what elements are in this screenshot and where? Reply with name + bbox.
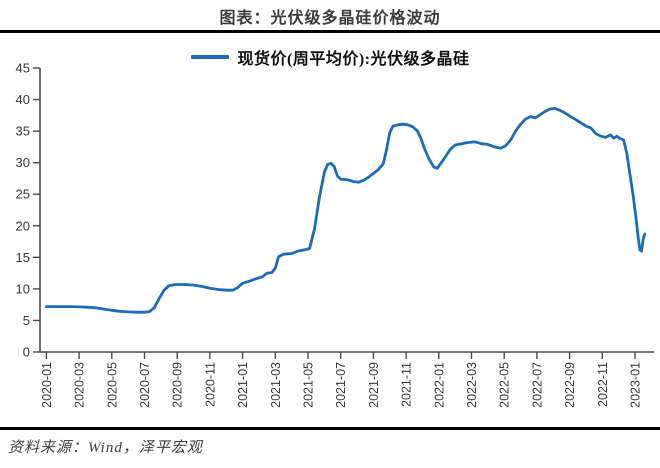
legend-label: 现货价(周平均价):光伏级多晶硅 — [237, 51, 470, 68]
x-tick-label: 2020-07 — [138, 362, 152, 408]
legend-line-swatch — [190, 55, 229, 59]
y-tick-label: 15 — [16, 250, 30, 265]
x-tick-label: 2021-09 — [367, 362, 381, 408]
legend: 现货价(周平均价):光伏级多晶硅 — [0, 47, 660, 68]
x-tick-label: 2020-11 — [203, 362, 217, 407]
x-tick-label: 2022-11 — [596, 362, 610, 407]
x-tick-label: 2020-01 — [40, 362, 54, 408]
y-tick-label: 40 — [16, 92, 30, 107]
x-tick-label: 2021-11 — [400, 362, 414, 407]
x-tick-label: 2020-05 — [105, 362, 119, 408]
y-tick-label: 45 — [16, 61, 30, 76]
bottom-divider — [0, 427, 660, 430]
chart-title: 图表：光伏级多晶硅价格波动 — [219, 10, 441, 27]
y-tick-label: 20 — [16, 218, 30, 233]
y-tick-label: 35 — [16, 124, 30, 139]
x-tick-label: 2022-07 — [530, 362, 544, 408]
y-tick-label: 30 — [16, 155, 30, 170]
x-tick-label: 2021-07 — [334, 362, 348, 408]
x-tick-label: 2022-01 — [432, 362, 446, 408]
y-tick-label: 5 — [23, 313, 30, 328]
x-tick-label: 2021-01 — [236, 362, 250, 408]
x-tick-label: 2021-03 — [269, 362, 283, 408]
y-tick-label: 10 — [16, 281, 30, 296]
x-tick-label: 2020-03 — [73, 362, 87, 408]
top-divider — [0, 30, 660, 33]
x-tick-label: 2022-09 — [563, 362, 577, 408]
price-series-line — [45, 107, 647, 314]
y-tick-label: 0 — [23, 345, 30, 360]
source-note: 资料来源：Wind，泽平宏观 — [8, 440, 203, 456]
x-tick-label: 2021-05 — [302, 362, 316, 408]
x-tick-label: 2023-01 — [629, 362, 643, 408]
x-tick-label: 2020-09 — [171, 362, 185, 408]
y-tick-label: 25 — [16, 187, 30, 202]
x-tick-label: 2022-05 — [498, 362, 512, 408]
x-tick-label: 2022-03 — [465, 362, 479, 408]
